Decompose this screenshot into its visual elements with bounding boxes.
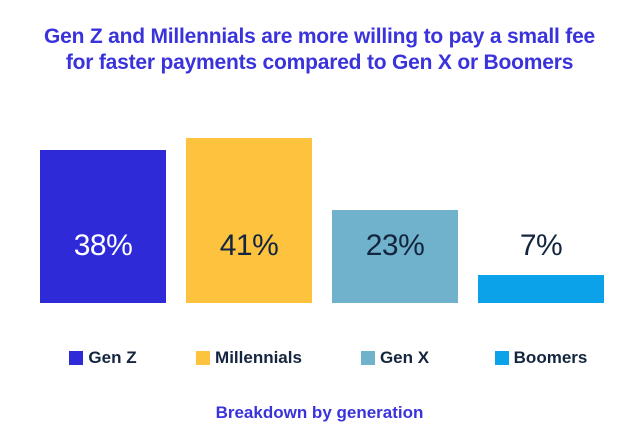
legend-item-gen-z: Gen Z bbox=[40, 348, 166, 368]
bar-boomers bbox=[478, 275, 604, 303]
chart-title-line-2: for faster payments compared to Gen X or… bbox=[65, 51, 574, 74]
bar-gen-z bbox=[40, 150, 166, 303]
legend-label-boomers: Boomers bbox=[513, 348, 588, 367]
legend-label-gen-z: Gen Z bbox=[88, 348, 137, 367]
legend-item-millennials: Millennials bbox=[186, 348, 312, 368]
bar-value-label-gen-x: 23% bbox=[365, 229, 425, 262]
chart-legend: Gen Z Millennials Gen X Boomers bbox=[0, 348, 639, 368]
legend-swatch-icon-boomers bbox=[494, 351, 509, 365]
bar-millennials bbox=[186, 138, 312, 303]
legend-item-boomers: Boomers bbox=[478, 348, 604, 368]
legend-item-gen-x: Gen X bbox=[332, 348, 458, 368]
legend-label-millennials: Millennials bbox=[215, 348, 302, 367]
chart-title-line-1: Gen Z and Millennials are more willing t… bbox=[43, 25, 596, 48]
bar-value-label-gen-z: 38% bbox=[73, 229, 133, 262]
legend-label-gen-x: Gen X bbox=[379, 348, 430, 367]
bar-gen-x bbox=[332, 210, 458, 303]
chart-caption: Breakdown by generation bbox=[215, 403, 424, 422]
legend-swatch-icon-gen-z bbox=[69, 351, 84, 365]
chart-title: Gen Z and Millennials are more willing t… bbox=[0, 24, 639, 76]
bar-value-label-millennials: 41% bbox=[219, 229, 279, 262]
legend-swatch-icon-gen-x bbox=[360, 351, 375, 365]
bar-value-label-boomers: 7% bbox=[519, 229, 563, 262]
legend-swatch-icon-millennials bbox=[196, 351, 211, 365]
